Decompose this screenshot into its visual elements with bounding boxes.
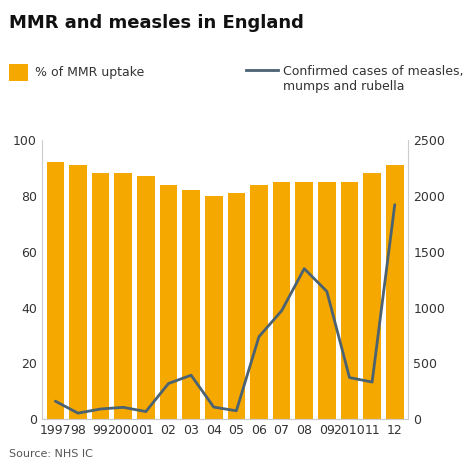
Text: MMR and measles in England: MMR and measles in England bbox=[9, 14, 304, 32]
Bar bbox=[137, 176, 154, 419]
Text: Source: NHS IC: Source: NHS IC bbox=[9, 449, 93, 459]
Bar bbox=[385, 165, 403, 419]
Bar bbox=[205, 196, 222, 419]
Text: Confirmed cases of measles,
mumps and rubella: Confirmed cases of measles, mumps and ru… bbox=[282, 65, 463, 93]
Bar bbox=[363, 173, 380, 419]
Bar bbox=[227, 193, 244, 419]
Bar bbox=[69, 165, 87, 419]
Bar bbox=[295, 182, 313, 419]
Text: % of MMR uptake: % of MMR uptake bbox=[35, 66, 144, 79]
Bar bbox=[92, 173, 109, 419]
Bar bbox=[272, 182, 290, 419]
Bar bbox=[250, 185, 267, 419]
Bar bbox=[114, 173, 132, 419]
Bar bbox=[46, 162, 64, 419]
Bar bbox=[340, 182, 357, 419]
Bar bbox=[317, 182, 335, 419]
Bar bbox=[159, 185, 177, 419]
Bar bbox=[182, 190, 200, 419]
